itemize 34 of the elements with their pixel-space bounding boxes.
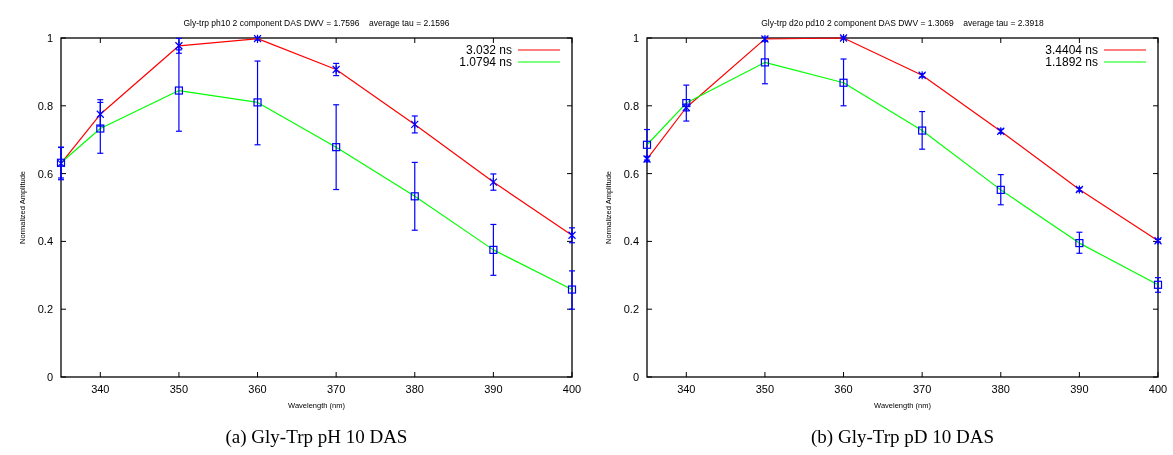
x-tick-label: 350 — [755, 383, 775, 395]
x-tick-label: 360 — [834, 383, 853, 395]
y-tick-label: 0.8 — [623, 99, 639, 112]
x-tick-label: 400 — [562, 383, 582, 395]
chart-title: Gly-trp d2o pd10 2 component DAS DWV = 1.3069 average tau = 2.3918 — [761, 18, 1045, 28]
y-tick-label: 0 — [46, 371, 53, 383]
y-tick-label: 0.2 — [37, 303, 53, 316]
x-tick-label: 390 — [484, 383, 503, 395]
x-tick-label: 340 — [677, 383, 696, 395]
legend-label: 3.032 ns — [465, 43, 512, 57]
y-tick-label: 1 — [46, 32, 53, 44]
y-tick-label: 1 — [632, 32, 639, 44]
y-tick-label: 0 — [632, 371, 639, 383]
text: (a) Gly-Trp pH 10 DAS — [225, 426, 408, 448]
x-tick-label: 350 — [169, 383, 189, 395]
legend-label: 1.0794 ns — [459, 55, 512, 69]
y-tick-label: 0.4 — [623, 235, 639, 248]
x-tick-label: 380 — [405, 383, 424, 395]
y-tick-label: 0.6 — [37, 167, 53, 180]
text: (b) Gly-Trp pD 10 DAS — [811, 426, 994, 448]
x-tick-label: 390 — [1070, 383, 1089, 395]
y-tick-label: 0.8 — [37, 99, 53, 112]
x-tick-label: 370 — [326, 383, 346, 395]
x-tick-label: 360 — [248, 383, 267, 395]
legend-label: 1.1892 ns — [1045, 55, 1098, 69]
x-tick-label: 340 — [91, 383, 110, 395]
x-tick-label: 370 — [912, 383, 932, 395]
chart-title: Gly-trp ph10 2 component DAS DWV = 1.7596 average tau = 2.1596 — [183, 18, 450, 28]
y-tick-label: 0.6 — [623, 167, 639, 180]
y-tick-label: 0.4 — [37, 235, 53, 248]
y-tick-label: 0.2 — [623, 303, 639, 316]
x-tick-label: 400 — [1148, 383, 1168, 395]
legend-label: 3.4404 ns — [1045, 43, 1098, 57]
x-tick-label: 380 — [991, 383, 1010, 395]
